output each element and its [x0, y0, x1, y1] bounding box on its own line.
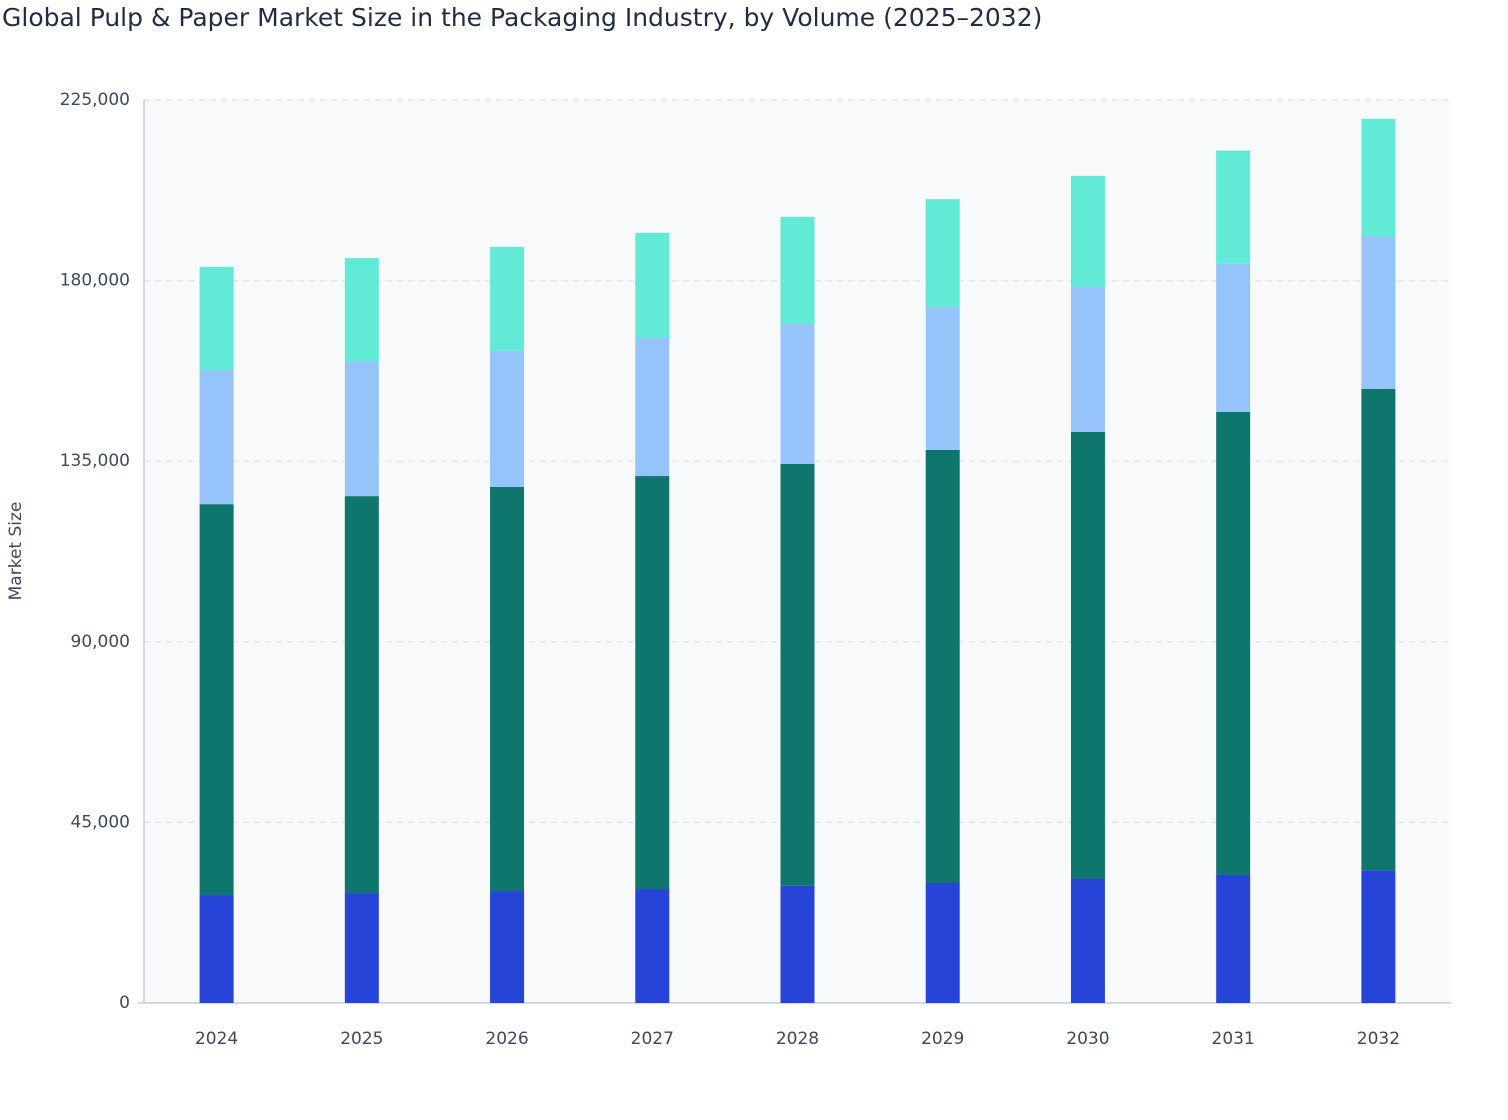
x-tick-label: 2027: [631, 1029, 674, 1049]
y-tick-label: 90,000: [71, 632, 130, 652]
bar-segment: [1070, 175, 1105, 288]
x-tick-label: 2032: [1357, 1029, 1400, 1049]
bar-segment: [1361, 388, 1396, 871]
y-tick-label: 225,000: [60, 90, 130, 110]
x-tick-label: 2028: [776, 1029, 819, 1049]
bar-segment: [1070, 431, 1105, 879]
chart-title: Global Pulp & Paper Market Size in the P…: [2, 3, 1042, 32]
bar-segment: [199, 895, 234, 1003]
bar-segment: [1361, 118, 1396, 237]
bar-segment: [925, 199, 960, 308]
bar-segment: [780, 216, 815, 324]
y-tick-label: 180,000: [60, 271, 130, 291]
bar-segment: [490, 246, 525, 351]
y-tick-label: 45,000: [71, 812, 130, 832]
bar-segment: [635, 889, 670, 1003]
bar-segment: [199, 370, 234, 505]
x-tick-label: 2026: [485, 1029, 528, 1049]
bar-segment: [635, 476, 670, 890]
x-tick-label: 2030: [1066, 1029, 1109, 1049]
y-tick-label: 0: [119, 993, 130, 1013]
x-tick-label: 2029: [921, 1029, 964, 1049]
bar-segment: [780, 323, 815, 465]
bar-segment: [344, 361, 379, 497]
bar-segment: [1216, 150, 1251, 264]
bar-segment: [925, 883, 960, 1003]
bar-segment: [199, 266, 234, 371]
bar-segment: [490, 486, 525, 892]
bar-segment: [1070, 287, 1105, 432]
bar-segment: [1216, 874, 1251, 1003]
bar-segment: [780, 885, 815, 1003]
y-tick-label: 135,000: [60, 451, 130, 471]
x-tick-label: 2024: [195, 1029, 238, 1049]
bar-segment: [1070, 878, 1105, 1003]
bar-segment: [1216, 263, 1251, 412]
bar-segment: [925, 307, 960, 450]
bar-segment: [344, 258, 379, 362]
x-tick-label: 2031: [1212, 1029, 1255, 1049]
bar-segment: [780, 464, 815, 886]
bar-segment: [490, 891, 525, 1003]
bar-segment: [199, 504, 234, 896]
bar-segment: [1361, 236, 1396, 389]
bar-segment: [925, 449, 960, 884]
bar-segment: [635, 232, 670, 338]
bar-segment: [1361, 870, 1396, 1003]
bar-segment: [490, 350, 525, 487]
bar-segment: [344, 496, 379, 894]
x-tick-label: 2025: [340, 1029, 383, 1049]
bar-segment: [344, 893, 379, 1003]
y-axis-title: Market Size: [6, 502, 26, 601]
bar-segment: [1216, 411, 1251, 875]
bar-segment: [635, 337, 670, 477]
